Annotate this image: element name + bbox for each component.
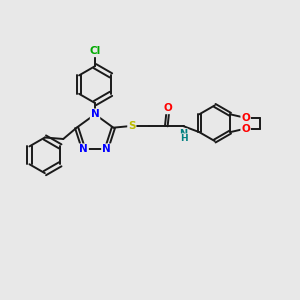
Text: O: O [241,124,250,134]
Text: N: N [91,109,99,119]
Text: N: N [179,129,188,139]
Text: N: N [102,144,111,154]
Text: Cl: Cl [89,46,100,56]
Text: H: H [180,134,188,143]
Text: S: S [128,121,136,131]
Text: O: O [241,113,250,123]
Text: O: O [164,103,172,113]
Text: N: N [79,144,88,154]
